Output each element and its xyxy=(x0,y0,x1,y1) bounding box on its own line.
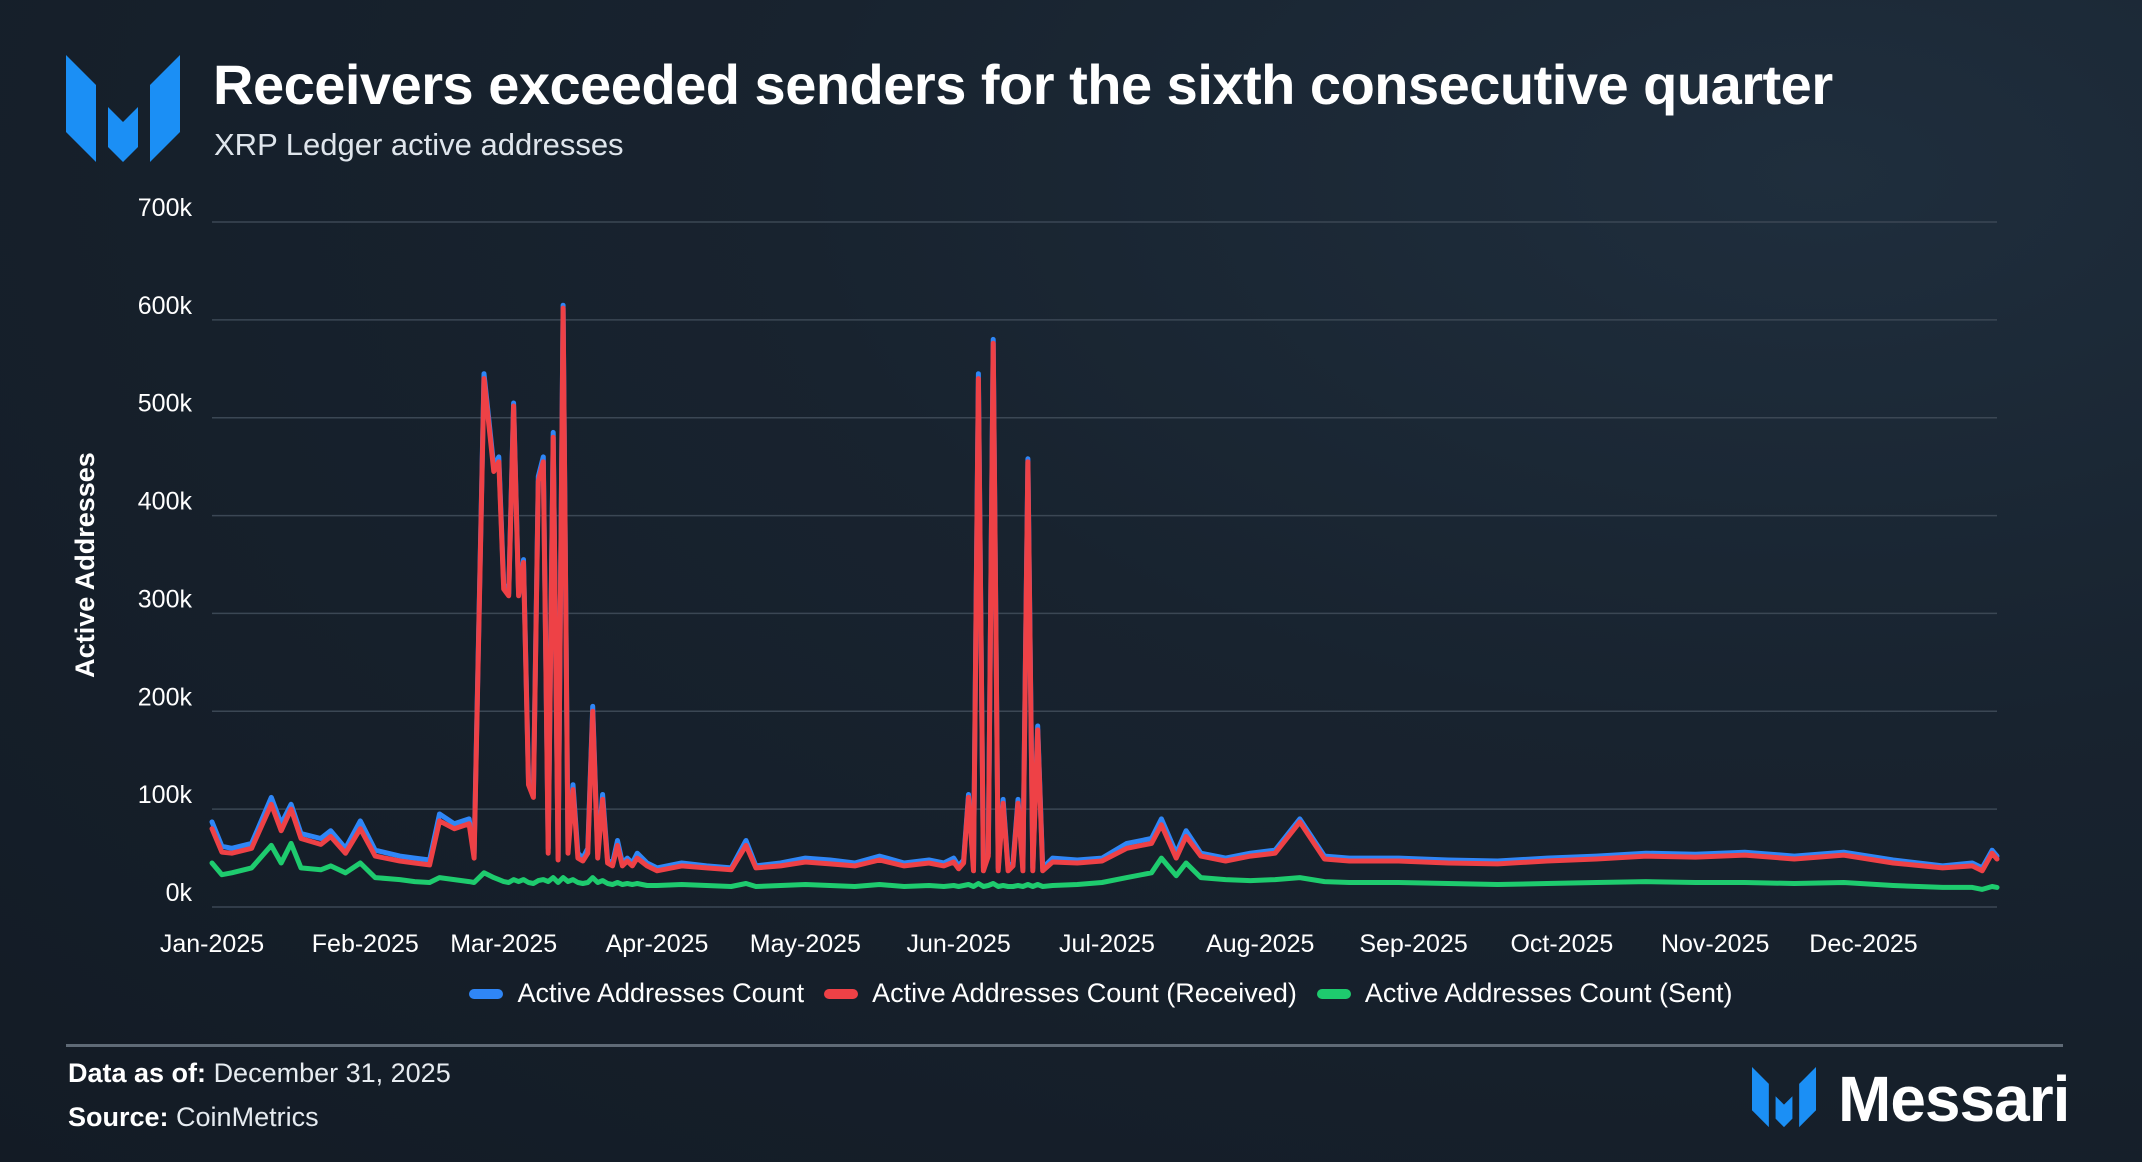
y-tick-label: 700k xyxy=(138,194,193,222)
series-line-sent xyxy=(209,840,2000,892)
data-as-of-value: December 31, 2025 xyxy=(213,1058,451,1088)
series-lines xyxy=(209,302,2000,892)
y-tick-label: 200k xyxy=(138,683,193,711)
x-axis-ticks: Jan-2025 Feb-2025 Mar-2025 Apr-2025 May-2025… xyxy=(160,930,1918,958)
x-tick-label: Dec-2025 xyxy=(1809,930,1917,958)
y-tick-label: 600k xyxy=(138,292,193,320)
x-tick-label: Oct-2025 xyxy=(1510,930,1613,958)
source-value: CoinMetrics xyxy=(176,1102,319,1132)
y-axis-label: Active Addresses xyxy=(70,452,100,678)
x-tick-label: Aug-2025 xyxy=(1206,930,1314,958)
messari-logo-icon xyxy=(66,55,180,162)
chart-title: Receivers exceeded senders for the sixth… xyxy=(213,53,1833,116)
messari-brand-icon xyxy=(1752,1067,1816,1128)
source-label: Source: xyxy=(68,1102,169,1132)
y-tick-label: 0k xyxy=(166,879,193,907)
x-tick-label: Feb-2025 xyxy=(312,930,419,958)
y-tick-label: 300k xyxy=(138,585,193,613)
legend-label-sent: Active Addresses Count (Sent) xyxy=(1364,978,1733,1008)
gridlines xyxy=(212,221,1997,908)
brand-name: Messari xyxy=(1838,1063,2070,1135)
series-line-received xyxy=(209,305,2000,874)
legend-swatch-sent xyxy=(1316,988,1351,999)
x-tick-label: Sep-2025 xyxy=(1359,930,1467,958)
legend-swatch-received xyxy=(824,988,859,999)
legend-item-total[interactable]: Active Addresses Count xyxy=(469,978,804,1009)
x-tick-label: Jul-2025 xyxy=(1059,930,1155,958)
data-as-of-label: Data as of: xyxy=(68,1058,207,1088)
x-tick-label: May-2025 xyxy=(750,930,861,958)
x-tick-label: Jun-2025 xyxy=(907,930,1011,958)
source: Source: CoinMetrics xyxy=(68,1102,319,1133)
legend-label-received: Active Addresses Count (Received) xyxy=(872,978,1297,1008)
x-tick-label: Apr-2025 xyxy=(606,930,709,958)
y-tick-label: 400k xyxy=(138,488,193,516)
legend-swatch-total xyxy=(469,988,504,999)
y-axis-ticks: 0k 100k 200k 300k 400k 500k 600k 700k xyxy=(138,194,193,907)
footer-divider xyxy=(66,1044,2063,1047)
chart-legend: Active Addresses Count Active Addresses … xyxy=(0,978,2142,1009)
y-tick-label: 100k xyxy=(138,781,193,809)
line-chart: 0k 100k 200k 300k 400k 500k 600k 700k Jan-2025 F… xyxy=(70,194,2000,958)
legend-label-total: Active Addresses Count xyxy=(517,978,805,1008)
x-tick-label: Nov-2025 xyxy=(1661,930,1769,958)
y-tick-label: 500k xyxy=(138,390,193,418)
brand-logo: Messari xyxy=(1752,1062,2070,1136)
legend-item-received[interactable]: Active Addresses Count (Received) xyxy=(824,978,1297,1009)
x-tick-label: Mar-2025 xyxy=(450,930,557,958)
legend-item-sent[interactable]: Active Addresses Count (Sent) xyxy=(1316,978,1733,1009)
chart-subtitle: XRP Ledger active addresses xyxy=(214,127,624,162)
x-tick-label: Jan-2025 xyxy=(160,930,264,958)
data-as-of: Data as of: December 31, 2025 xyxy=(68,1058,451,1089)
